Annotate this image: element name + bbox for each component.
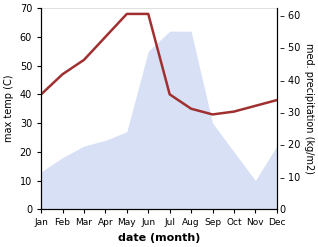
Y-axis label: max temp (C): max temp (C) — [4, 75, 14, 143]
X-axis label: date (month): date (month) — [118, 233, 200, 243]
Y-axis label: med. precipitation (kg/m2): med. precipitation (kg/m2) — [304, 43, 314, 174]
